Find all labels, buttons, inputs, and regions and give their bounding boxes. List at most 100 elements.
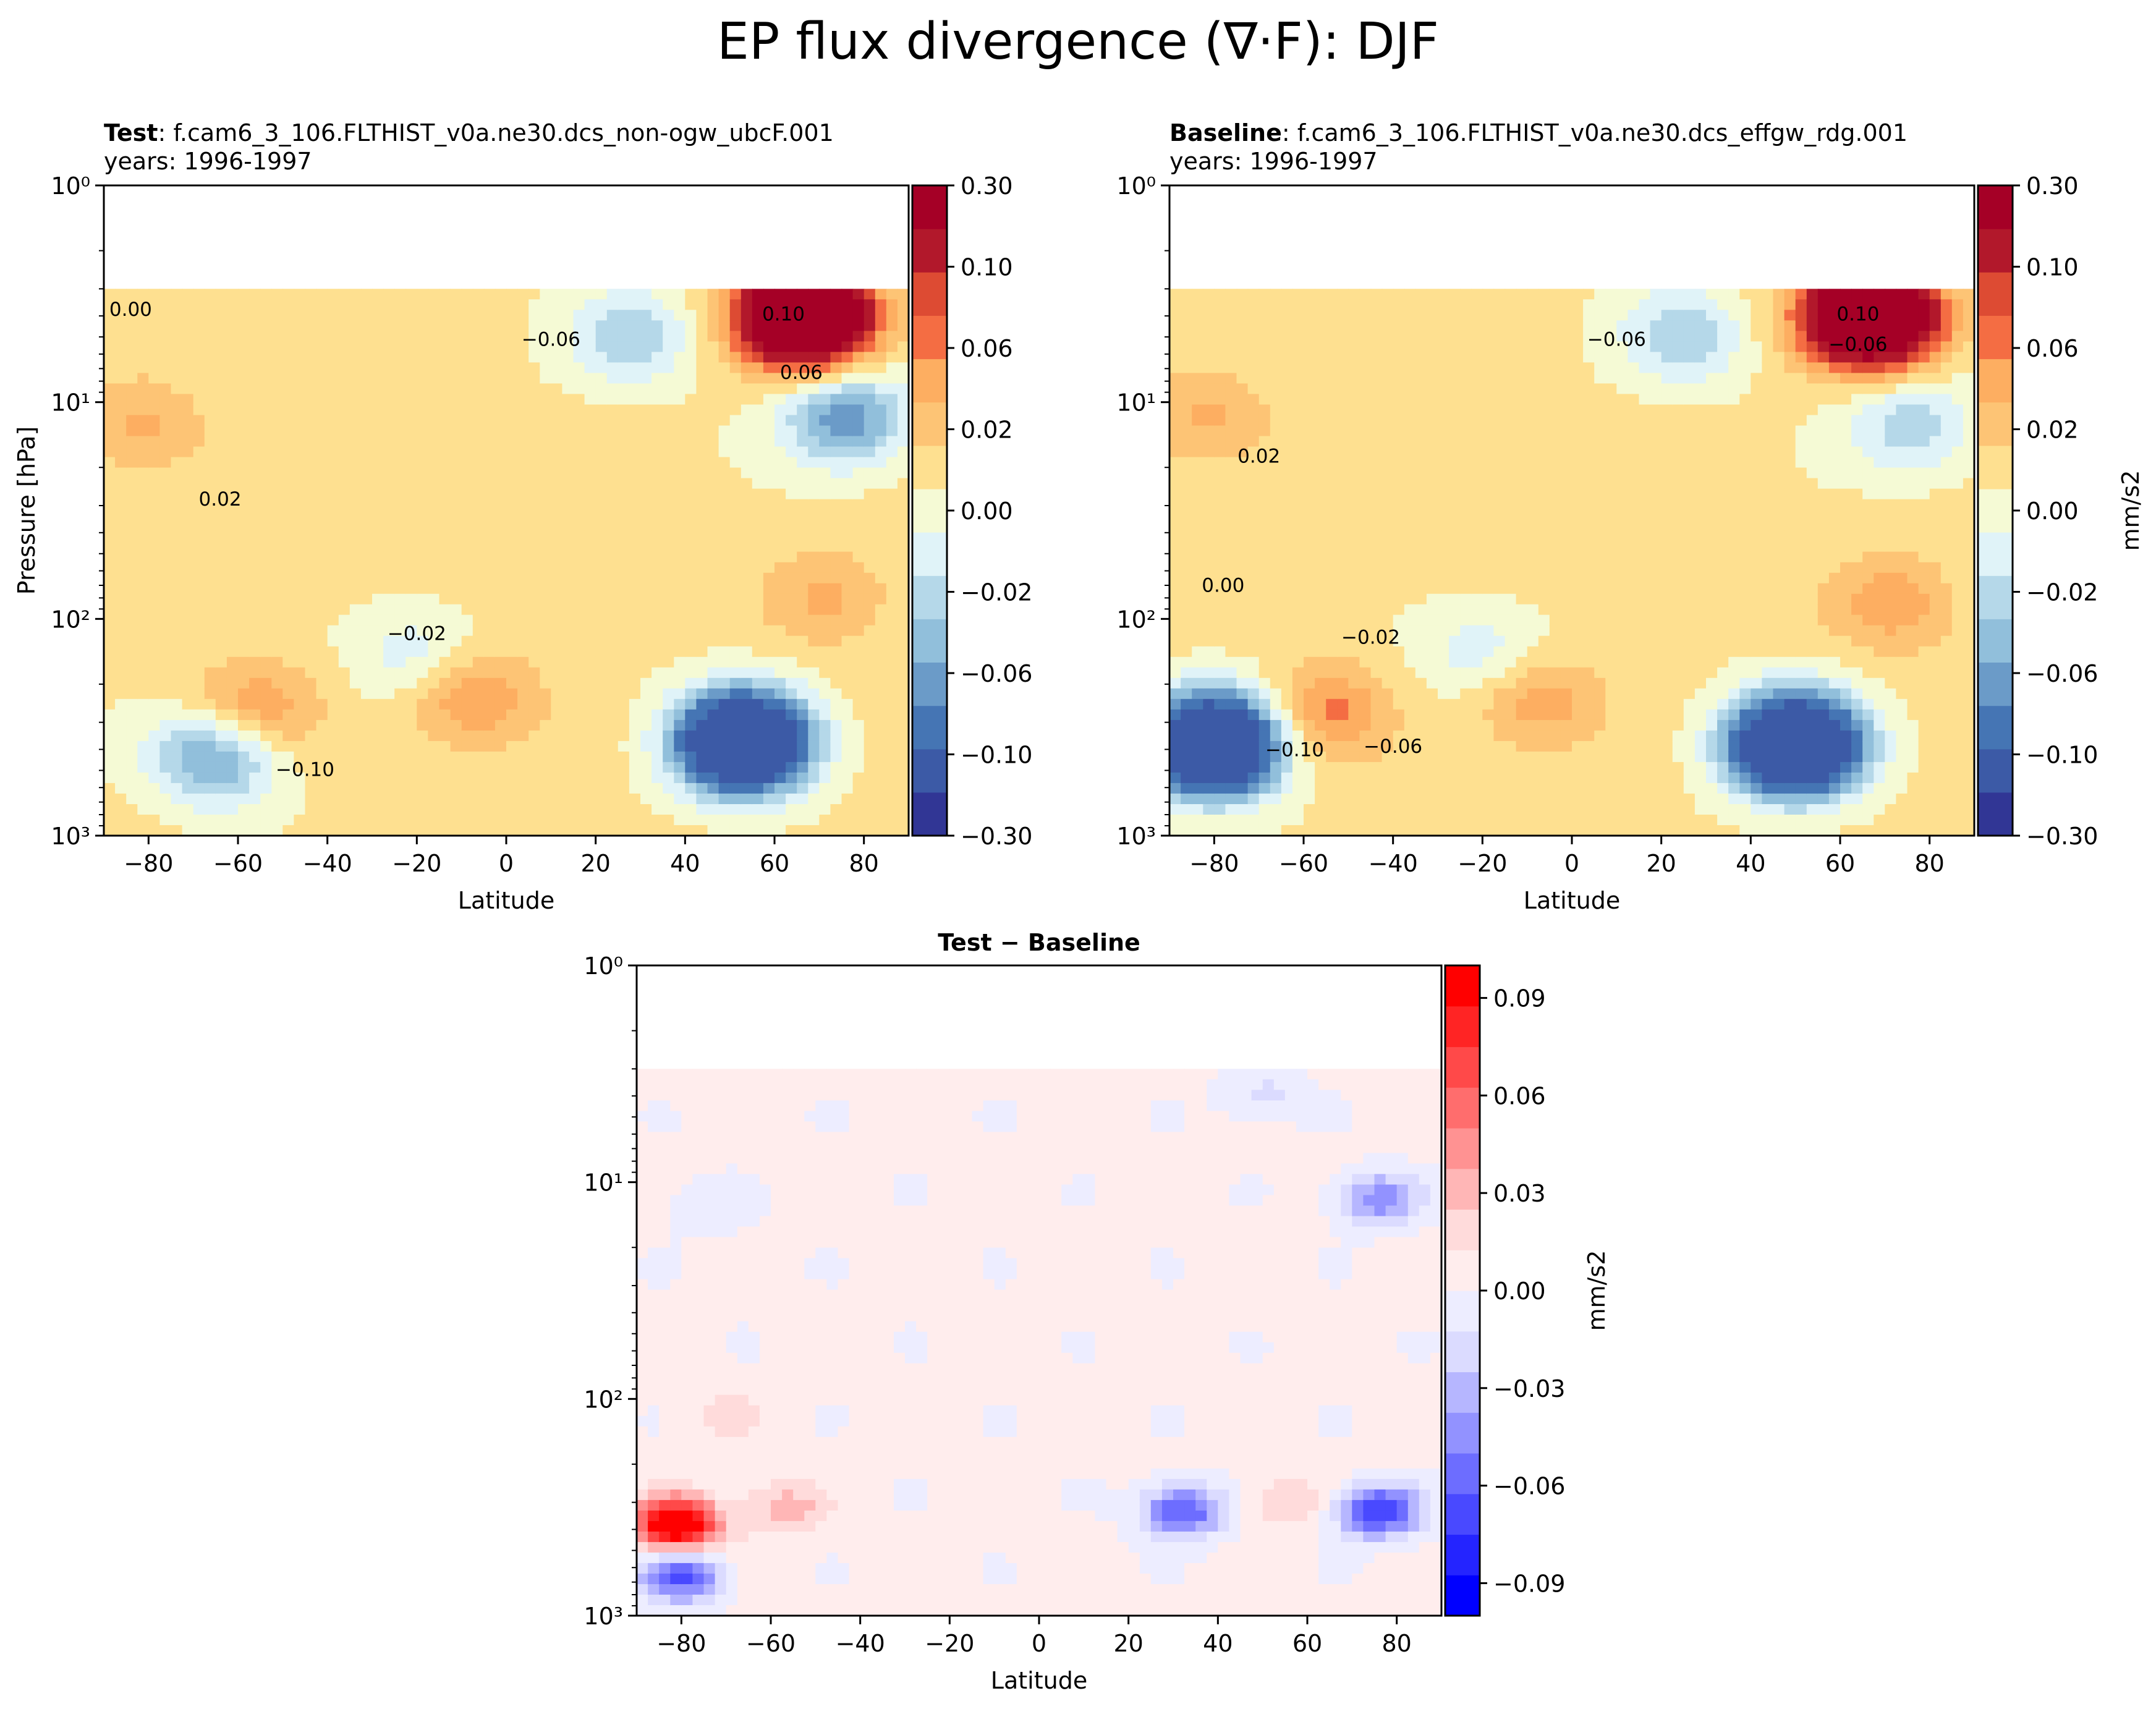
field-cell	[562, 509, 574, 521]
field-cell	[1169, 541, 1181, 553]
field-cell	[595, 436, 608, 447]
field-cell	[1304, 625, 1315, 637]
field-cell	[663, 793, 675, 805]
field-cell	[1370, 614, 1383, 626]
field-cell	[271, 478, 284, 490]
field-cell	[729, 520, 742, 532]
field-cell	[1181, 698, 1192, 710]
field-cell	[104, 614, 116, 626]
field-cell	[428, 551, 440, 563]
field-cell	[428, 656, 440, 668]
field-cell	[819, 719, 831, 731]
field-cell	[1181, 793, 1192, 805]
field-cell	[450, 698, 462, 710]
field-cell	[338, 446, 350, 458]
field-cell	[148, 383, 161, 395]
field-cell	[1315, 751, 1326, 763]
field-cell	[551, 341, 563, 353]
field-cell	[472, 509, 485, 521]
field-cell	[584, 425, 596, 437]
field-cell	[294, 782, 306, 794]
field-cell	[1192, 457, 1204, 469]
field-cell	[1203, 583, 1215, 595]
field-cell	[1181, 404, 1192, 416]
field-cell	[718, 772, 731, 784]
field-cell	[1270, 352, 1282, 363]
field-cell	[316, 551, 328, 563]
field-cell	[808, 667, 820, 679]
field-cell	[450, 478, 462, 490]
field-cell	[305, 394, 317, 405]
field-cell	[1214, 446, 1226, 458]
field-cell	[439, 446, 451, 458]
field-cell	[1203, 825, 1215, 836]
field-cell	[562, 457, 574, 469]
field-cell	[483, 509, 496, 521]
field-cell	[115, 299, 127, 311]
field-cell	[1337, 436, 1349, 447]
field-cell	[1281, 562, 1293, 574]
field-cell	[685, 562, 697, 574]
field-cell	[1292, 289, 1304, 300]
field-cell	[674, 530, 686, 542]
field-cell	[1359, 488, 1372, 500]
field-cell	[528, 436, 541, 447]
field-cell	[472, 352, 485, 363]
field-cell	[182, 341, 194, 353]
field-cell	[461, 467, 473, 479]
field-cell	[215, 572, 227, 584]
field-cell	[752, 761, 764, 773]
field-cell	[517, 782, 529, 794]
field-cell	[786, 289, 797, 300]
field-cell	[1225, 373, 1237, 384]
field-cell	[696, 551, 708, 563]
field-cell	[405, 488, 418, 500]
field-cell	[729, 478, 742, 490]
field-cell	[226, 677, 239, 689]
field-cell	[1381, 572, 1394, 584]
field-cell	[1315, 730, 1326, 742]
field-cell	[104, 299, 116, 311]
field-cell	[1225, 740, 1237, 752]
field-cell	[808, 635, 820, 647]
field-cell	[852, 751, 865, 763]
field-cell	[640, 761, 652, 773]
field-cell	[1292, 499, 1304, 511]
field-cell	[875, 310, 887, 321]
field-cell	[663, 530, 675, 542]
field-cell	[573, 320, 585, 332]
field-cell	[1181, 488, 1192, 500]
field-cell	[394, 383, 407, 395]
field-cell	[797, 530, 809, 542]
field-cell	[383, 761, 395, 773]
field-cell	[494, 604, 507, 616]
field-cell	[204, 425, 216, 437]
field-cell	[1348, 362, 1360, 374]
field-cell	[316, 730, 328, 742]
field-cell	[1247, 804, 1260, 815]
field-cell	[204, 562, 216, 574]
field-cell	[1281, 751, 1293, 763]
field-cell	[171, 709, 183, 721]
field-cell	[685, 320, 697, 332]
field-cell	[573, 825, 585, 836]
field-cell	[629, 530, 641, 542]
field-cell	[417, 436, 429, 447]
field-cell	[1258, 804, 1271, 815]
field-cell	[182, 677, 194, 689]
field-cell	[1181, 499, 1192, 511]
field-cell	[450, 530, 462, 542]
colorbar-swatch	[912, 792, 947, 836]
field-cell	[551, 530, 563, 542]
field-cell	[1404, 488, 1416, 500]
field-cell	[1370, 804, 1383, 815]
field-cell	[159, 341, 172, 353]
field-cell	[651, 740, 663, 752]
field-cell	[540, 541, 552, 553]
field-cell	[595, 562, 608, 574]
field-cell	[171, 646, 183, 658]
field-cell	[137, 289, 150, 300]
test-contour-labels: −0.060.020.00−0.020.10−0.100.06	[109, 299, 823, 781]
field-cell	[875, 394, 887, 405]
field-cell	[651, 625, 663, 637]
